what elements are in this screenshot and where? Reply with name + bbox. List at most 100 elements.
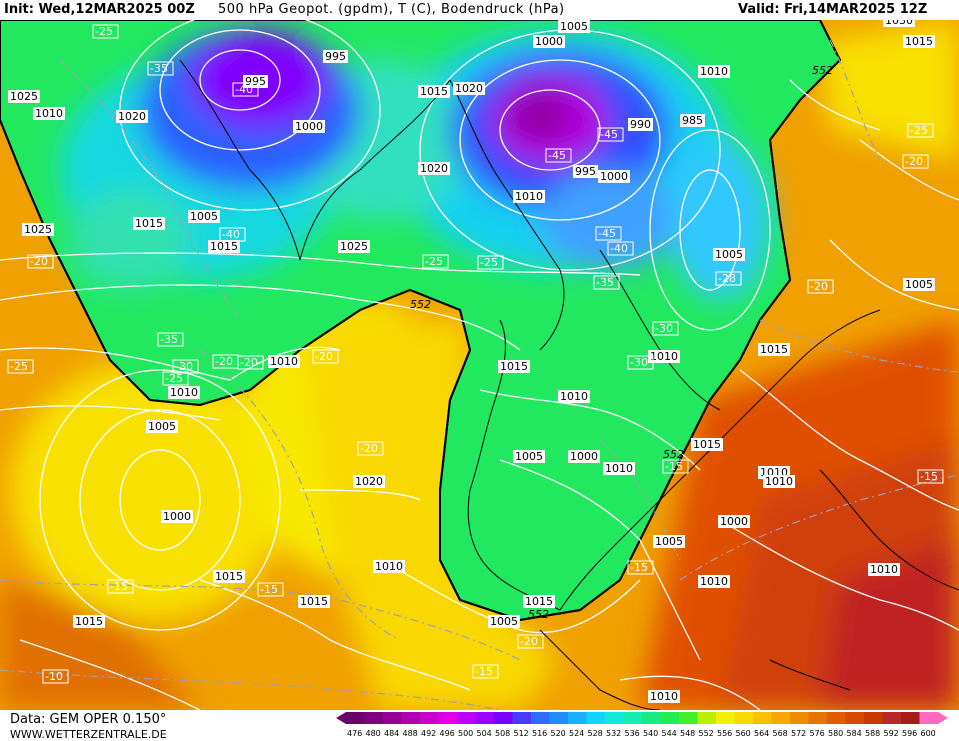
pressure-label-box <box>883 20 915 27</box>
pressure-label: 1000 <box>535 35 563 48</box>
temperature-label: -20 <box>810 280 828 293</box>
temperature-label: -15 <box>110 580 128 593</box>
pressure-label: 1005 <box>905 278 933 291</box>
scale-label: 500 <box>458 729 473 738</box>
pressure-label: 1020 <box>118 110 146 123</box>
temperature-label-box <box>545 148 572 163</box>
temperature-label: -20 <box>30 255 48 268</box>
pressure-label-box <box>268 355 300 368</box>
temperature-label-box <box>917 469 944 484</box>
temperature-label-box <box>157 332 184 347</box>
pressure-label-box <box>573 165 598 178</box>
pressure-label: 1000 <box>600 170 628 183</box>
pressure-label: 1010 <box>650 690 678 703</box>
pressure-label-box <box>653 535 685 548</box>
pressure-label-box <box>418 85 450 98</box>
temperature-label-box <box>7 359 34 374</box>
pressure-label-box <box>513 190 545 203</box>
pressure-label: 1000 <box>570 450 598 463</box>
pressure-label-box <box>603 462 635 475</box>
data-source: Data: GEM OPER 0.150° <box>10 712 167 727</box>
scale-cell <box>364 712 384 724</box>
scale-label: 560 <box>736 729 751 738</box>
pressure-label: 1005 <box>490 615 518 628</box>
temperature-label: -20 <box>240 356 258 369</box>
pressure-label-box <box>353 475 385 488</box>
temperature-label-box <box>807 279 834 294</box>
pressure-label-box <box>558 20 590 33</box>
temperature-label: -15 <box>475 665 493 678</box>
scale-label: 492 <box>421 729 436 738</box>
pressure-label: 995 <box>325 50 346 63</box>
footer: Data: GEM OPER 0.150° WWW.WETTERZENTRALE… <box>0 710 959 741</box>
temperature-label-box <box>147 61 174 76</box>
scale-cell <box>605 712 624 724</box>
temperature-label-box <box>627 355 654 370</box>
pressure-label-box <box>628 118 653 131</box>
weather-map: 552 552 552 552 995 995 1000 1005 1010 1015 10… <box>0 20 959 710</box>
scale-label: 512 <box>514 729 529 738</box>
temperature-label-box <box>517 634 544 649</box>
pressure-label-box <box>713 248 745 261</box>
temperature-label: -20 <box>360 442 378 455</box>
scale-cell <box>438 712 458 724</box>
scale-label: 480 <box>366 729 381 738</box>
temperature-label-box <box>652 321 679 336</box>
pressure-label-box <box>498 360 530 373</box>
temperature-label-box <box>162 371 189 386</box>
temperature-label: -28 <box>718 272 736 285</box>
temperature-label: -15 <box>665 460 683 473</box>
website-url: WWW.WETTERZENTRALE.DE <box>10 728 167 741</box>
scale-cell <box>864 712 883 724</box>
pressure-label-box <box>648 350 680 363</box>
temperature-label: -45 <box>548 149 566 162</box>
temperature-label-box <box>312 349 339 364</box>
scale-label: 532 <box>606 729 621 738</box>
scale-label: 504 <box>477 729 492 738</box>
pressure-label: 1005 <box>515 450 543 463</box>
coastlines <box>179 59 959 710</box>
scale-cell <box>549 712 569 724</box>
scale-cell <box>790 712 809 724</box>
contour-552-label: 552 <box>812 64 833 77</box>
pressure-label: 1025 <box>340 240 368 253</box>
temperature-label-box <box>357 441 384 456</box>
temperature-label: -25 <box>95 25 113 38</box>
temperature-label-box <box>107 579 134 594</box>
scale-label: 528 <box>588 729 603 738</box>
scale-cell <box>697 712 717 724</box>
scale-label: 508 <box>495 729 510 738</box>
scale-label: 516 <box>532 729 547 738</box>
pressure-label: 1005 <box>715 248 743 261</box>
scale-left-arrow <box>336 712 346 724</box>
pressure-label: 1015 <box>135 217 163 230</box>
valid-time: Valid: Fri,14MAR2025 12Z <box>738 2 928 17</box>
pressure-label: 1015 <box>420 85 448 98</box>
scale-label: 536 <box>625 729 640 738</box>
scale-label: 576 <box>810 729 825 738</box>
scale-cell <box>475 712 495 724</box>
parameter-title: 500 hPa Geopot. (gpdm), T (C), Bodendruc… <box>218 2 565 17</box>
pressure-label-box <box>763 475 795 488</box>
temperature-label-box <box>902 154 929 169</box>
contour-552-line <box>0 20 842 622</box>
scale-cell <box>679 712 698 724</box>
temperature-label-box <box>627 560 654 575</box>
scale-cell <box>827 712 846 724</box>
temperature-label: -35 <box>160 333 178 346</box>
temperature-label: -20 <box>520 635 538 648</box>
scale-label: 544 <box>662 729 677 738</box>
scale-cell <box>623 712 643 724</box>
pressure-label: 1015 <box>760 343 788 356</box>
scale-right-arrow <box>938 712 948 724</box>
pressure-label-box <box>513 450 545 463</box>
isotherms <box>0 39 959 710</box>
pressure-label: 1005 <box>190 210 218 223</box>
pressure-label: 1015 <box>215 570 243 583</box>
pressure-label-box <box>903 35 935 48</box>
scale-label: 496 <box>440 729 455 738</box>
scale-label: 524 <box>569 729 584 738</box>
temperature-label: -30 <box>630 356 648 369</box>
pressure-label: 1010 <box>170 386 198 399</box>
scale-cell <box>512 712 532 724</box>
